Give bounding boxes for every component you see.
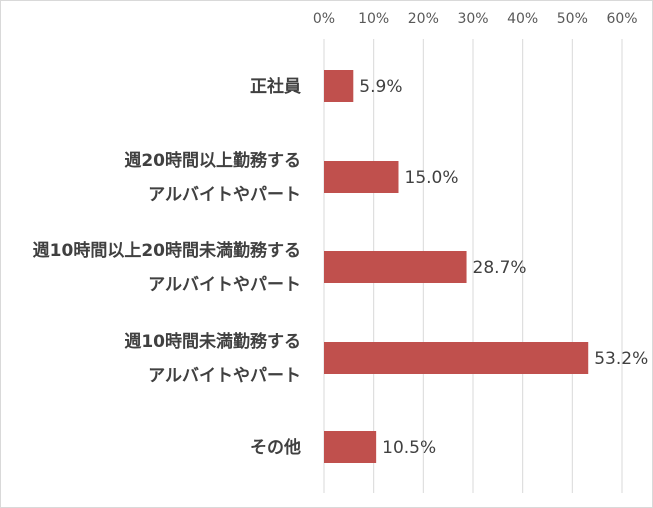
bar: [324, 251, 467, 283]
category-label: アルバイトやパート: [148, 185, 301, 205]
bar: [324, 431, 377, 463]
x-tick-label: 30%: [457, 11, 488, 27]
data-label: 28.7%: [473, 258, 527, 278]
x-axis-tick-labels: 0% 10% 20% 30% 40% 50% 60%: [313, 11, 638, 27]
category-label: 正社員: [250, 76, 301, 97]
data-label: 10.5%: [382, 438, 436, 458]
data-label: 5.9%: [359, 77, 402, 97]
x-tick-label: 0%: [313, 11, 335, 27]
data-label: 15.0%: [405, 168, 459, 188]
category-label: 週20時間以上勤務する: [124, 150, 301, 171]
category-labels: 正社員週20時間以上勤務するアルバイトやパート週10時間以上20時間未満勤務する…: [33, 76, 301, 458]
x-tick-label: 60%: [606, 11, 637, 27]
bar: [324, 161, 399, 193]
bar: [324, 342, 589, 374]
category-label: 週10時間未満勤務する: [124, 331, 301, 352]
data-label: 53.2%: [594, 349, 648, 369]
category-label: アルバイトやパート: [148, 366, 301, 386]
x-tick-label: 50%: [557, 11, 588, 27]
category-label: その他: [250, 437, 301, 458]
category-label: アルバイトやパート: [148, 275, 301, 295]
x-tick-label: 10%: [358, 11, 389, 27]
x-tick-label: 40%: [507, 11, 538, 27]
bar: [324, 70, 354, 102]
x-tick-label: 20%: [408, 11, 439, 27]
category-label: 週10時間以上20時間未満勤務する: [33, 240, 301, 261]
data-labels: 5.9% 15.0% 28.7% 53.2% 10.5%: [359, 77, 648, 458]
bars: [324, 70, 589, 463]
